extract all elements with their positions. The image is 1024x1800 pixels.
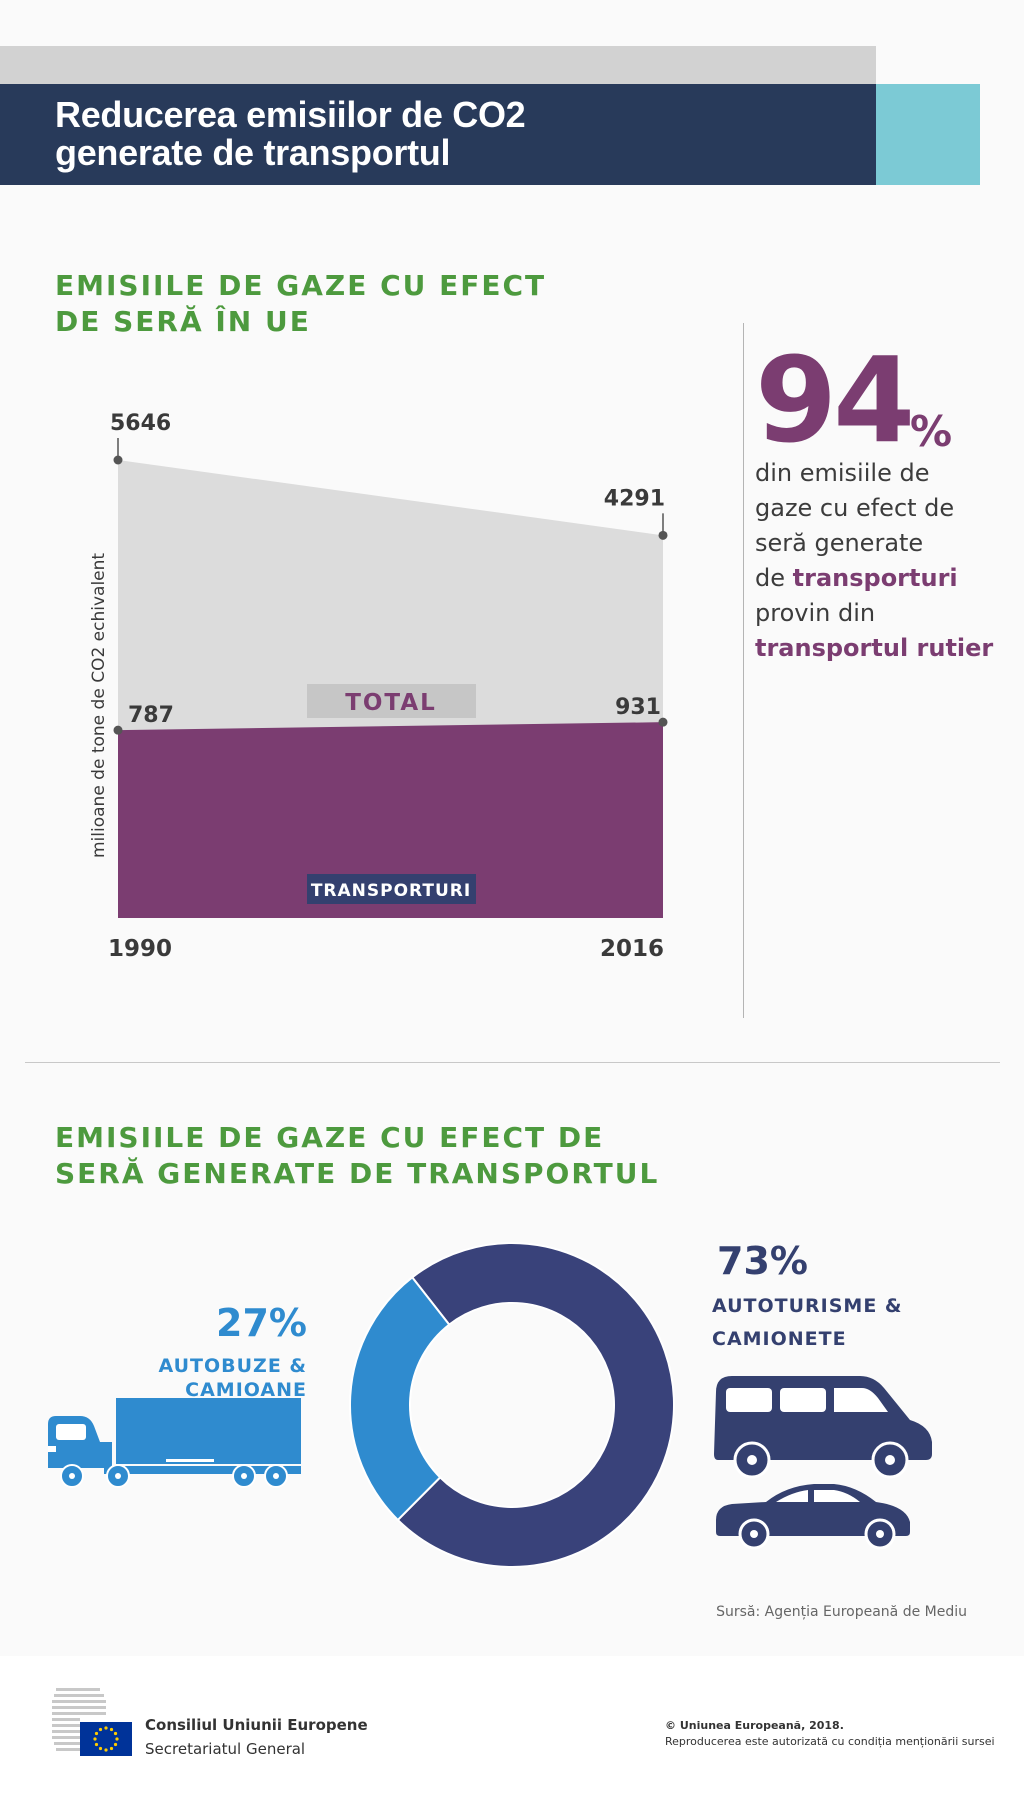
trucks-label: AUTOBUZE & CAMIOANE [158, 1355, 307, 1401]
stat-highlight-road: transportul rutier [755, 634, 994, 662]
section1-title: EMISIILE DE GAZE CU EFECT DE SERĂ ÎN UE [55, 268, 615, 340]
y-axis-label: milioane de tone de CO2 echivalent [89, 553, 109, 858]
stat-line4-prefix: de [755, 564, 793, 592]
section2-title: EMISIILE DE GAZE CU EFECT DE SERĂ GENERA… [55, 1120, 755, 1192]
stat-line1: din emisiile de [755, 459, 930, 487]
page-title-line1: Reducerea emisiilor de CO2 [55, 94, 526, 135]
trucks-percentage: 27% [216, 1301, 307, 1345]
transport-area [118, 722, 663, 918]
transport-point-1990 [113, 725, 123, 735]
van-icon [714, 1376, 932, 1479]
stat-percent-sign: % [910, 407, 953, 456]
header-accent [876, 84, 980, 185]
emissions-area-chart: TOTAL TRANSPORTURI 5646 787 4291 931 1990 2… [89, 411, 668, 962]
footer [0, 1656, 1024, 1800]
donut-segment-trucks [349, 1275, 451, 1522]
stat-line4: de transporturi [755, 561, 1015, 596]
section1-title-line2: DE SERĂ ÎN UE [55, 305, 311, 338]
cars-label-line1: AUTOTURISME & [712, 1295, 903, 1317]
page-title: Reducerea emisiilor de CO2 generate de t… [55, 96, 855, 172]
stat-highlight-transport: transporturi [792, 564, 958, 592]
transport-label-box [307, 874, 476, 904]
transport-value-1990: 787 [128, 703, 174, 728]
header-banner [0, 84, 876, 185]
vertical-divider [743, 323, 744, 1018]
section1-title-line1: EMISIILE DE GAZE CU EFECT [55, 269, 547, 302]
council-subtitle: Secretariatul General [145, 1740, 306, 1758]
council-name: Consiliul Uniunii Europene [145, 1716, 368, 1734]
total-value-1990: 5646 [110, 411, 171, 436]
cars-label-line2: CAMIONETE [712, 1328, 847, 1350]
total-value-2016: 4291 [604, 486, 665, 511]
council-logo [52, 1688, 132, 1756]
transport-point-2016 [658, 717, 668, 727]
section2-title-line2: SERĂ GENERATE DE TRANSPORTUL [55, 1157, 660, 1190]
total-series-label: TOTAL [345, 690, 437, 716]
donut-layer [349, 1242, 675, 1568]
reproduction-text: Reproducerea este autorizată cu condiția… [665, 1735, 995, 1748]
x-tick-2016: 2016 [600, 936, 664, 962]
truck-icon [48, 1398, 301, 1488]
cars-percentage: 73% [717, 1239, 808, 1283]
x-tick-1990: 1990 [108, 936, 172, 962]
header-top-band [0, 46, 876, 84]
total-point-1990 [113, 455, 123, 465]
stat-line5: provin din [755, 599, 876, 627]
transport-value-2016: 931 [615, 695, 661, 720]
section2-title-line1: EMISIILE DE GAZE CU EFECT DE [55, 1121, 605, 1154]
stat-percentage: 94 [755, 331, 915, 469]
stat-line2: gaze cu efect de [755, 494, 955, 522]
total-point-2016 [658, 530, 668, 540]
stat-description: din emisiile de gaze cu efect de seră ge… [755, 456, 1015, 666]
car-icon [716, 1484, 910, 1550]
transport-series-label: TRANSPORTURI [311, 881, 471, 901]
donut-segment-cars [396, 1242, 675, 1568]
stat-line3: seră generate [755, 529, 924, 557]
copyright-text: © Uniunea Europeană, 2018. [665, 1719, 844, 1732]
points-layer: 5646 787 4291 931 [110, 411, 668, 735]
page-title-line2: generate de transportul [55, 132, 451, 173]
horizontal-divider [25, 1062, 1000, 1063]
source-note: Sursă: Agenția Europeană de Mediu [716, 1604, 967, 1620]
transport-donut-chart [349, 1242, 675, 1568]
total-label-box [307, 684, 476, 718]
cars-label: AUTOTURISME & CAMIONETE [712, 1290, 932, 1356]
